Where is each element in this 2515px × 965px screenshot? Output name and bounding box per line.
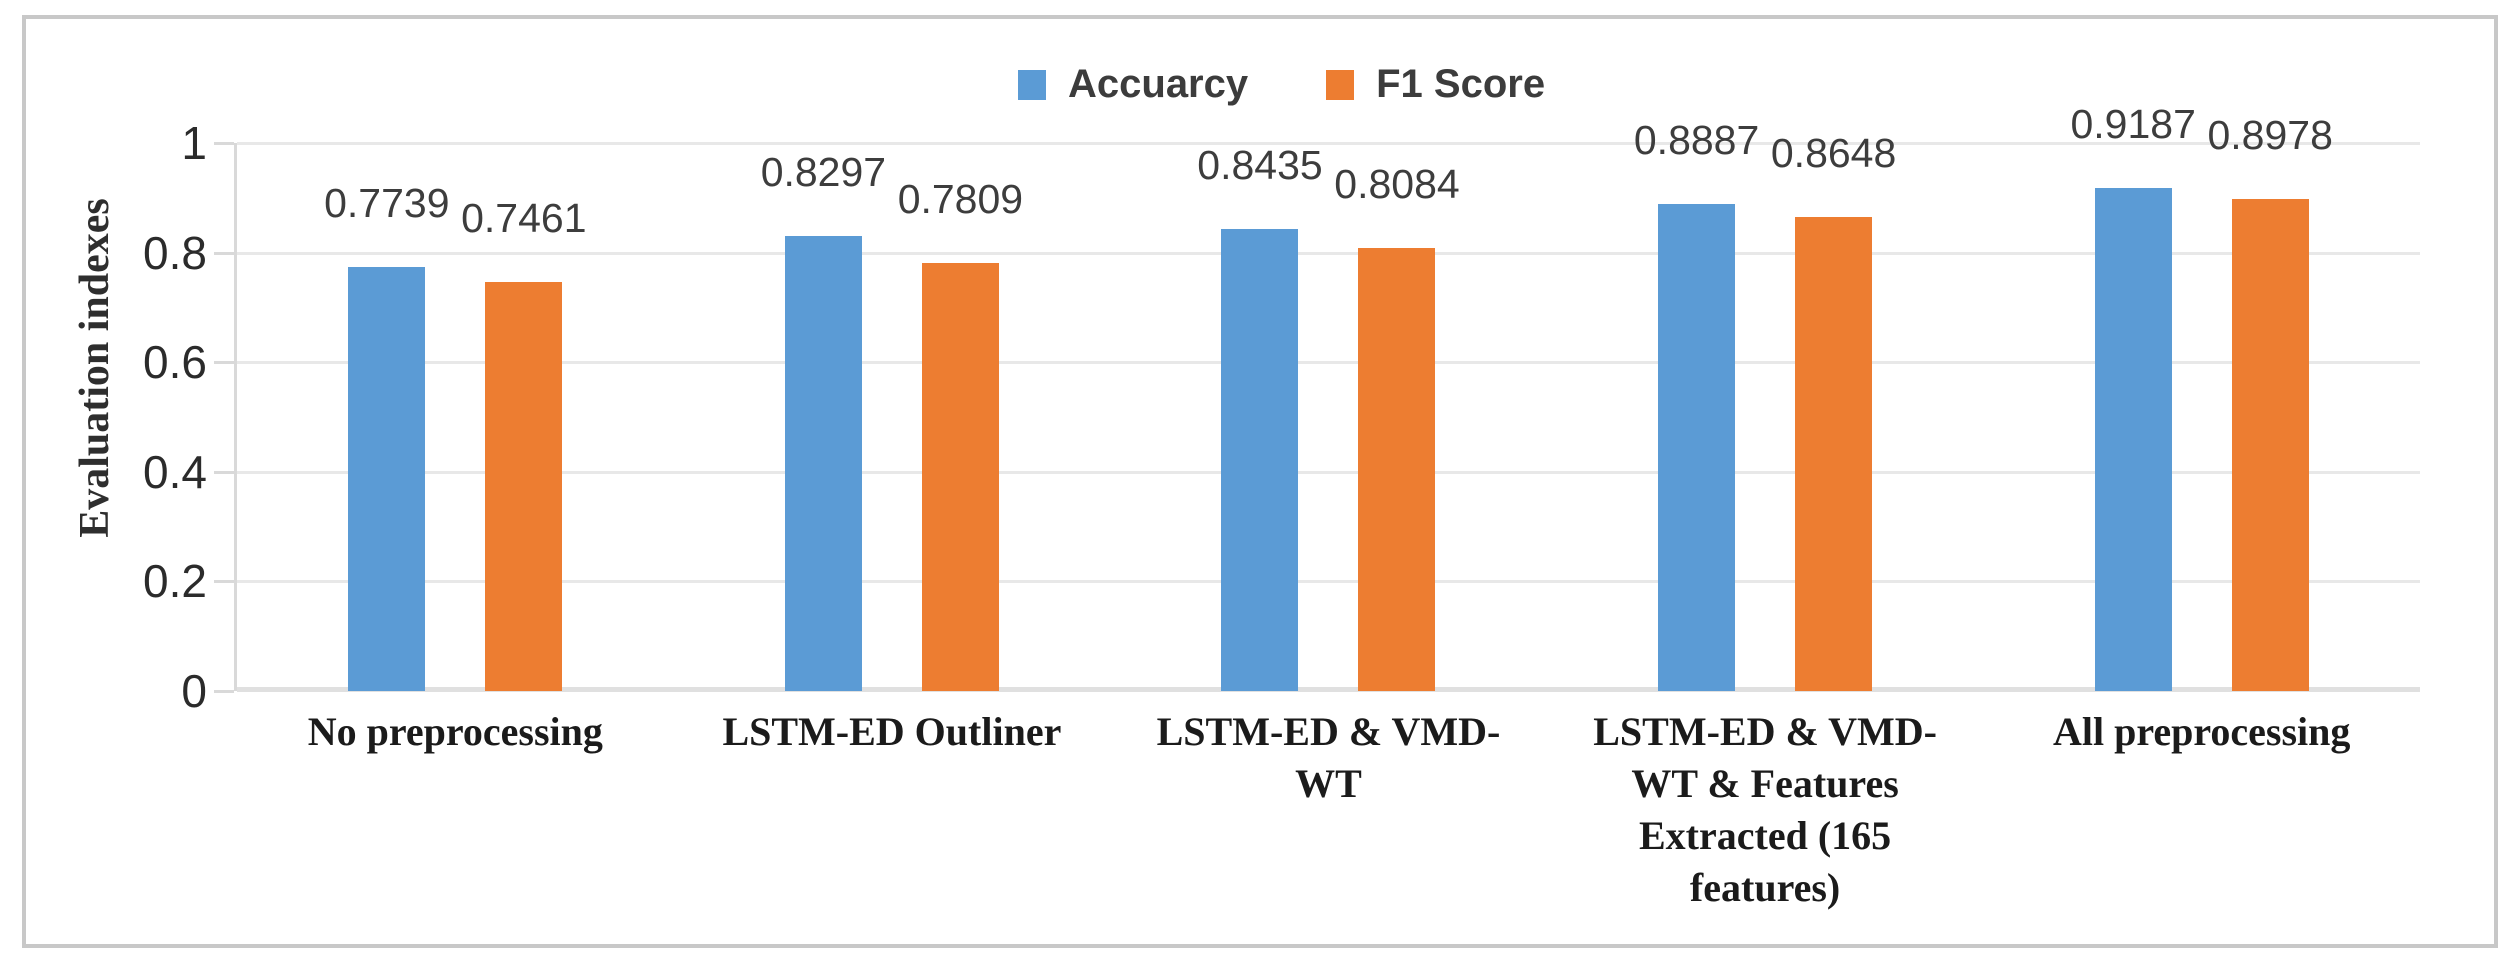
y-gridline [237,580,2420,584]
bar-accuarcy [1658,204,1736,691]
bar-value-label: 0.8648 [1770,129,1897,176]
bar-accuarcy [1221,229,1299,691]
bar-value-label: 0.7461 [461,194,587,241]
legend-swatch-icon [1326,69,1355,100]
bar-accuarcy [348,267,426,691]
bar-with-label: 0.9187 [2070,101,2196,691]
plot-area: 0 0.2 0.4 0.6 0.8 1 0.7739 0.7461 0.8297 0.7809 0.… [143,101,2420,714]
bar-accuarcy [784,236,862,691]
y-tick-mark [214,580,234,584]
y-tick-label: 0.4 [143,445,207,498]
y-tick-mark [214,690,234,693]
bar-accuarcy [2094,188,2172,691]
y-gridline [237,251,2420,255]
x-category-label: LSTM-ED & VMD- WT & Features Extracted (… [1593,709,1937,910]
legend-swatch-icon [1018,69,1046,100]
x-category-label: All preprocessing [2052,709,2351,754]
bar-with-label: 0.7739 [324,180,450,691]
bar-f1-score [921,263,999,691]
bar-with-label: 0.7809 [898,176,1023,691]
bar-f1-score [2231,199,2309,691]
bar-with-label: 0.8978 [2207,112,2333,691]
bar-value-label: 0.8887 [1633,116,1760,163]
x-category-label: LSTM-ED & VMD- WT [1156,709,1501,806]
bar-f1-score [1358,248,1436,691]
bar-value-label: 0.8978 [2207,111,2333,158]
bar-with-label: 0.8435 [1197,142,1323,691]
bar-value-label: 0.7739 [324,179,450,226]
bar-group: 0.8297 0.7809 [674,143,1111,691]
bar-group: 0.7739 0.7461 [237,143,674,691]
y-tick-label: 0.6 [143,336,207,389]
x-category-label: No preprocessing [307,709,603,754]
bar-with-label: 0.8648 [1771,130,1896,691]
bar-with-label: 0.7461 [461,195,587,691]
bar-groups: 0.7739 0.7461 0.8297 0.7809 0.8435 0.8084 0.88… [237,101,2420,691]
bar-value-label: 0.9187 [2070,100,2196,147]
bar-value-label: 0.7809 [897,175,1024,222]
bar-value-label: 0.8435 [1197,141,1323,188]
bar-with-label: 0.8297 [761,149,886,691]
bar-with-label: 0.8887 [1634,117,1759,691]
bar-with-label: 0.8084 [1334,161,1460,691]
y-tick-mark [214,361,234,365]
bar-group: 0.8435 0.8084 [1110,142,1547,691]
bar-value-label: 0.8297 [760,148,887,195]
bar-f1-score [485,282,563,691]
legend-label: Accuarcy [1068,62,1249,106]
y-tick-label: 1 [181,117,207,169]
y-gridline [237,361,2420,365]
bar-group: 0.9187 0.8978 [1983,101,2420,691]
bar-value-label: 0.8084 [1334,160,1460,207]
x-axis-labels: No preprocessing LSTM-ED Outliner LSTM-ED … [237,706,2420,914]
y-tick-label: 0 [181,665,207,717]
x-category-label: LSTM-ED Outliner [722,709,1062,754]
y-tick-label: 0.2 [143,555,207,608]
bar-f1-score [1795,217,1873,691]
legend: Accuarcy F1 Score [1018,62,1545,107]
y-tick-label: 0.8 [143,226,207,279]
y-tick-mark [214,142,234,145]
y-axis-line [234,143,237,691]
x-axis-line [237,687,2420,692]
y-gridline [237,142,2420,145]
bar-group: 0.8887 0.8648 [1547,117,1984,691]
y-tick-mark [214,251,234,255]
y-gridline [237,470,2420,474]
legend-item-accuarcy: Accuarcy [1018,62,1248,107]
y-tick-mark [214,470,234,474]
legend-item-f1-score: F1 Score [1326,62,1545,107]
legend-label: F1 Score [1376,62,1546,106]
